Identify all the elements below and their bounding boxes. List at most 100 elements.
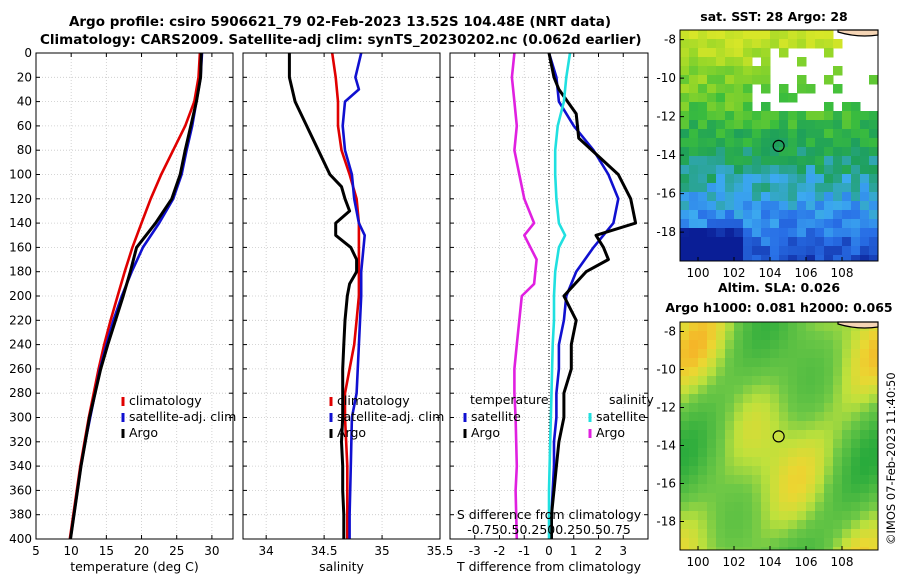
difference-xtick-label: -1 — [518, 544, 530, 558]
salinity-diff-tick-labels: -0.750.50.2500.250.50.75 — [467, 522, 631, 537]
legend-entry: Argo — [596, 425, 625, 440]
sst_map-ytick-label: -18 — [656, 225, 676, 239]
salinity-series-argo — [287, 53, 359, 539]
difference-xtick-label: 1 — [570, 544, 578, 558]
sst_map-ytick-label: -14 — [656, 148, 676, 162]
temperature-ytick-label: 0 — [24, 46, 32, 60]
temperature-xtick-label: 15 — [99, 544, 114, 558]
difference-series-temperature-argo — [547, 52, 638, 539]
legend-entry: satellite-adj. clim — [337, 409, 444, 424]
sla_map-subtitle: Argo h1000: 0.081 h2000: 0.065 — [665, 300, 892, 315]
sst_map-field — [680, 30, 878, 261]
sst-map-panel: 100 102 104 106 108 -8 -10 -12 -14 -16 -18 sat. SST… — [656, 9, 879, 280]
salinity-xtick-label: 34 — [259, 544, 274, 558]
salinity-xtick-label: 35 — [374, 544, 389, 558]
sla_map-xtick-label: 100 — [687, 555, 710, 569]
temperature-ytick-label: 220 — [9, 313, 32, 327]
salinity-series-satellite-adj-clim — [341, 52, 366, 539]
sst_map-xtick-label: 102 — [723, 266, 746, 280]
sla-map-panel: 100 102 104 106 108 -8 -10 -12 -14 -16 -18 Altim. S… — [656, 280, 892, 569]
difference-panel: -3 -2 -1 0 1 2 3T difference from climatology t… — [449, 52, 654, 574]
temperature-frame — [35, 52, 234, 540]
temperature-ytick-label: 180 — [9, 265, 32, 279]
legend-title-salinity: salinity — [609, 392, 654, 407]
legend-entry: satellite — [471, 409, 521, 424]
temperature-ytick-label: 40 — [17, 95, 32, 109]
temperature-ytick-label: 240 — [9, 338, 32, 352]
temperature-series-argo — [69, 52, 203, 540]
legend-entry: satellite — [596, 409, 646, 424]
sla_map-xtick-label: 102 — [723, 555, 746, 569]
difference-series-salinity-satellite — [547, 52, 572, 539]
temperature-xtick-label: 25 — [169, 544, 184, 558]
temperature-ytick-label: 360 — [9, 483, 32, 497]
difference-frame — [449, 52, 649, 540]
temperature-ytick-label: 80 — [17, 143, 32, 157]
difference-xtick-label: 3 — [619, 544, 627, 558]
sst_map-ytick-label: -12 — [656, 110, 676, 124]
sla_map-argo-marker — [772, 430, 785, 443]
sst_map-xtick-label: 106 — [795, 266, 818, 280]
temperature-ytick-label: 320 — [9, 435, 32, 449]
plot-title-line-1: Argo profile: csiro 5906621_79 02-Feb-20… — [68, 14, 612, 30]
legend-entry: Argo — [129, 425, 158, 440]
sla_map-ytick-label: -10 — [656, 363, 676, 377]
sla_map-ytick-label: -16 — [656, 477, 676, 491]
sst_map-argo-marker — [772, 139, 785, 152]
temperature-xlabel: temperature (deg C) — [70, 559, 199, 574]
sla_map-ytick-label: -18 — [656, 515, 676, 529]
temperature-ytick-label: 300 — [9, 411, 32, 425]
sst_map-xtick-label: 104 — [759, 266, 782, 280]
temperature-ytick-label: 60 — [17, 119, 32, 133]
difference-xtick-label: -2 — [494, 544, 506, 558]
salinity-xtick-label: 34.5 — [311, 544, 338, 558]
legend-entry: climatology — [337, 393, 410, 408]
sst_map-frame — [679, 29, 879, 262]
temperature-ytick-label: 280 — [9, 386, 32, 400]
temperature-ytick-label: 260 — [9, 362, 32, 376]
legend-title-temperature: temperature — [470, 392, 549, 407]
temperature-ytick-label: 160 — [9, 240, 32, 254]
sst_map-xtick-label: 100 — [687, 266, 710, 280]
difference-xtick-label: 0 — [545, 544, 553, 558]
temperature-ytick-label: 400 — [9, 532, 32, 546]
sla_map-title: Altim. SLA: 0.026 — [718, 280, 840, 295]
sst_map-coastline — [837, 29, 879, 37]
temperature-ytick-label: 20 — [17, 70, 32, 84]
imos-timestamp: ©IMOS 07-Feb-2023 11:40:50 — [884, 372, 898, 545]
sla_map-field — [680, 322, 878, 550]
sst_map-ytick-label: -8 — [664, 33, 676, 47]
sst_map-ytick-label: -16 — [656, 187, 676, 201]
temperature-panel: 5 10 15 20 25 3002040608010012014016018020022… — [9, 46, 236, 574]
difference-xlabel: T difference from climatology — [456, 559, 642, 574]
salinity-series-climatology — [330, 52, 361, 539]
temperature-ytick-label: 140 — [9, 216, 32, 230]
difference-xtick-label: -3 — [469, 544, 481, 558]
temperature-ytick-label: 380 — [9, 508, 32, 522]
legend-entry: climatology — [129, 393, 202, 408]
temperature-ytick-label: 120 — [9, 192, 32, 206]
temperature-xtick-label: 10 — [64, 544, 79, 558]
sla_map-ytick-label: -8 — [664, 325, 676, 339]
plot-title-line-2: Climatology: CARS2009. Satellite-adj cli… — [40, 32, 642, 48]
sla_map-xtick-label: 104 — [759, 555, 782, 569]
difference-series-temperature-satellite — [547, 52, 620, 539]
temperature-ytick-label: 100 — [9, 168, 32, 182]
temperature-ytick-label: 340 — [9, 459, 32, 473]
salinity-xlabel: salinity — [319, 559, 364, 574]
sla_map-frame — [679, 321, 879, 551]
sst_map-title: sat. SST: 28 Argo: 28 — [700, 9, 847, 24]
salinity-xtick-label: 35.5 — [427, 544, 454, 558]
temperature-plot-area — [36, 53, 233, 539]
legend-entry: Argo — [337, 425, 366, 440]
difference-xtick-label: 2 — [595, 544, 603, 558]
salinity-diff-axis-label: S difference from climatology — [457, 507, 642, 522]
salinity-panel: 34 34.5 35 35.5 salinity climatologysatellite… — [242, 52, 454, 574]
sst_map-xtick-label: 108 — [831, 266, 854, 280]
sla_map-ytick-label: -12 — [656, 401, 676, 415]
legend-entry: satellite-adj. clim — [129, 409, 236, 424]
sla_map-xtick-label: 106 — [795, 555, 818, 569]
temperature-ytick-label: 200 — [9, 289, 32, 303]
temperature-xtick-label: 5 — [32, 544, 40, 558]
